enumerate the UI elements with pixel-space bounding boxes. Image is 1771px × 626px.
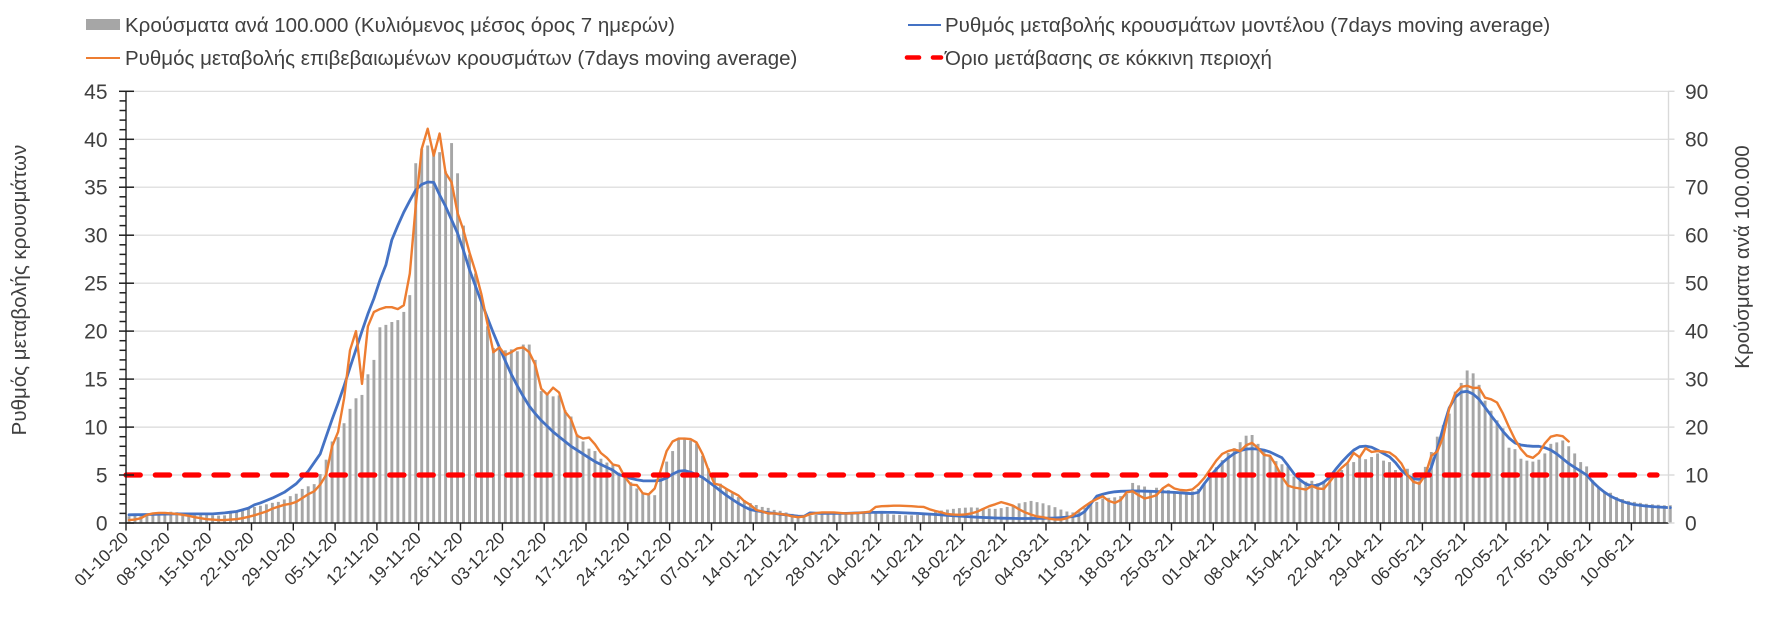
svg-text:80: 80 xyxy=(1685,129,1708,152)
svg-text:Όριο μετάβασης σε κόκκινη περι: Όριο μετάβασης σε κόκκινη περιοχή xyxy=(944,47,1272,70)
svg-text:10: 10 xyxy=(1685,465,1708,488)
svg-text:40: 40 xyxy=(1685,321,1708,344)
svg-text:Κρούσματα ανά 100.000: Κρούσματα ανά 100.000 xyxy=(1731,145,1754,368)
svg-text:45: 45 xyxy=(84,81,107,104)
svg-text:30: 30 xyxy=(84,225,107,248)
svg-text:20: 20 xyxy=(84,321,107,344)
svg-text:60: 60 xyxy=(1685,225,1708,248)
svg-text:35: 35 xyxy=(84,177,107,200)
svg-text:50: 50 xyxy=(1685,273,1708,296)
svg-text:Ρυθμός μεταβολής κρουσμάτων: Ρυθμός μεταβολής κρουσμάτων xyxy=(8,145,31,436)
svg-text:5: 5 xyxy=(96,465,108,488)
svg-text:Ρυθμός μεταβολής επιβεβαιωμένω: Ρυθμός μεταβολής επιβεβαιωμένων κρουσμάτ… xyxy=(125,47,797,70)
svg-text:Ρυθμός μεταβολής κρουσμάτων μο: Ρυθμός μεταβολής κρουσμάτων μοντέλου (7d… xyxy=(945,14,1550,37)
svg-text:70: 70 xyxy=(1685,177,1708,200)
svg-text:10: 10 xyxy=(84,417,107,440)
svg-text:90: 90 xyxy=(1685,81,1708,104)
svg-text:Κρούσματα ανά 100.000 (Κυλιόμε: Κρούσματα ανά 100.000 (Κυλιόμενος μέσος … xyxy=(125,14,675,37)
svg-text:25: 25 xyxy=(84,273,107,296)
svg-text:0: 0 xyxy=(96,513,108,536)
svg-text:0: 0 xyxy=(1685,513,1697,536)
svg-text:30: 30 xyxy=(1685,369,1708,392)
svg-text:20: 20 xyxy=(1685,417,1708,440)
svg-text:15: 15 xyxy=(84,369,107,392)
svg-text:40: 40 xyxy=(84,129,107,152)
